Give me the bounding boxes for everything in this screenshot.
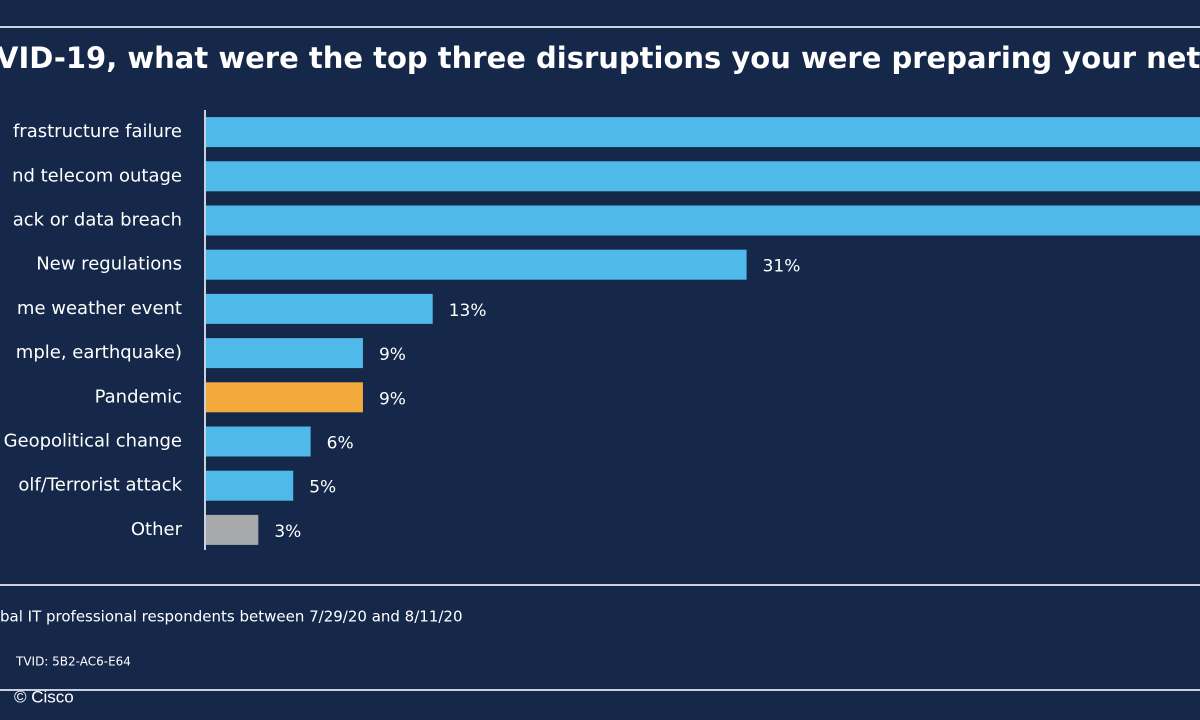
bar bbox=[206, 338, 363, 369]
category-label: mple, earthquake) bbox=[16, 342, 182, 363]
bar bbox=[206, 249, 747, 280]
bar bbox=[206, 470, 294, 501]
footnote: bal IT professional respondents between … bbox=[0, 608, 463, 626]
value-label: 31% bbox=[763, 257, 801, 277]
category-label: ack or data breach bbox=[13, 210, 182, 231]
value-label: 3% bbox=[274, 522, 301, 542]
value-label: 6% bbox=[327, 434, 354, 454]
category-label: nd telecom outage bbox=[12, 165, 182, 186]
bar bbox=[206, 426, 311, 457]
copyright: © Cisco bbox=[14, 687, 74, 706]
value-label: 9% bbox=[379, 389, 406, 409]
bar bbox=[206, 293, 433, 324]
category-label: frastructure failure bbox=[13, 121, 182, 142]
value-label: 9% bbox=[379, 345, 406, 365]
tvid: TVID: 5B2-AC6-E64 bbox=[15, 655, 131, 669]
category-label: Other bbox=[131, 519, 183, 540]
bar bbox=[206, 382, 363, 413]
value-label: 5% bbox=[309, 478, 336, 498]
bar bbox=[206, 161, 1200, 192]
category-label: me weather event bbox=[17, 298, 182, 319]
bar bbox=[206, 117, 1200, 148]
value-label: 13% bbox=[449, 301, 487, 321]
category-label: New regulations bbox=[36, 254, 182, 275]
bar bbox=[206, 514, 259, 545]
chart-title: VID-19, what were the top three disrupti… bbox=[0, 41, 1200, 75]
category-label: olf/Terrorist attack bbox=[18, 475, 182, 496]
bar bbox=[206, 205, 1200, 236]
category-label: Pandemic bbox=[95, 386, 182, 407]
category-label: Geopolitical change bbox=[4, 431, 182, 452]
